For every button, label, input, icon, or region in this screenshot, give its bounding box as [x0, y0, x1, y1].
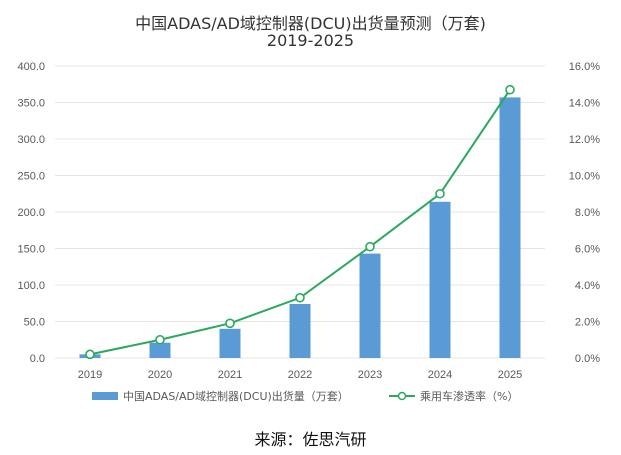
- x-tick-label: 2022: [288, 369, 312, 381]
- y-right-tick-label: 2.0%: [575, 317, 600, 329]
- x-tick-label: 2021: [218, 369, 242, 381]
- y-right-tick-label: 12.0%: [569, 134, 600, 146]
- y-left-tick-label: 0.0: [30, 353, 45, 365]
- line-point: [435, 188, 445, 199]
- y-left-tick-label: 350.0: [17, 98, 45, 110]
- y-right-tick-label: 6.0%: [575, 244, 600, 256]
- bar: [429, 201, 451, 358]
- chart-title: 中国ADAS/AD域控制器(DCU)出货量预测（万套): [135, 14, 486, 33]
- source-note: 来源：佐思汽研: [254, 430, 367, 449]
- y-right-tick-label: 10.0%: [569, 171, 600, 183]
- y-right-tick-label: 14.0%: [569, 98, 600, 110]
- legend-bar-label: 中国ADAS/AD域控制器(DCU)出货量（万套）: [123, 389, 349, 403]
- legend-bar-swatch: [92, 392, 118, 400]
- y-right-tick-label: 4.0%: [575, 280, 600, 292]
- bar: [289, 303, 311, 358]
- line-point: [365, 241, 375, 252]
- line-point: [505, 84, 515, 95]
- line-point: [85, 349, 95, 360]
- y-right-tick-label: 0.0%: [575, 353, 600, 365]
- y-left-tick-label: 50.0: [24, 317, 45, 329]
- x-tick-label: 2020: [148, 369, 172, 381]
- y-left-tick-label: 400.0: [17, 61, 45, 73]
- y-left-tick-label: 100.0: [17, 280, 45, 292]
- y-right-tick-label: 8.0%: [575, 207, 600, 219]
- x-tick-label: 2025: [498, 369, 522, 381]
- bar: [219, 328, 241, 358]
- line-point: [155, 334, 165, 345]
- legend-line-marker: [397, 391, 407, 401]
- line-point: [225, 318, 235, 329]
- x-tick-label: 2023: [358, 369, 382, 381]
- y-left-tick-label: 200.0: [17, 207, 45, 219]
- bar: [359, 253, 381, 358]
- x-tick-label: 2024: [428, 369, 452, 381]
- y-right-tick-label: 16.0%: [569, 61, 600, 73]
- chart-subtitle: 2019-2025: [266, 31, 355, 50]
- y-left-tick-label: 300.0: [17, 134, 45, 146]
- y-left-tick-label: 250.0: [17, 171, 45, 183]
- y-left-tick-label: 150.0: [17, 244, 45, 256]
- bar: [499, 97, 521, 358]
- legend-line-label: 乘用车渗透率（%）: [420, 389, 518, 403]
- x-tick-label: 2019: [78, 369, 102, 381]
- bar: [149, 342, 171, 358]
- line-point: [295, 292, 305, 303]
